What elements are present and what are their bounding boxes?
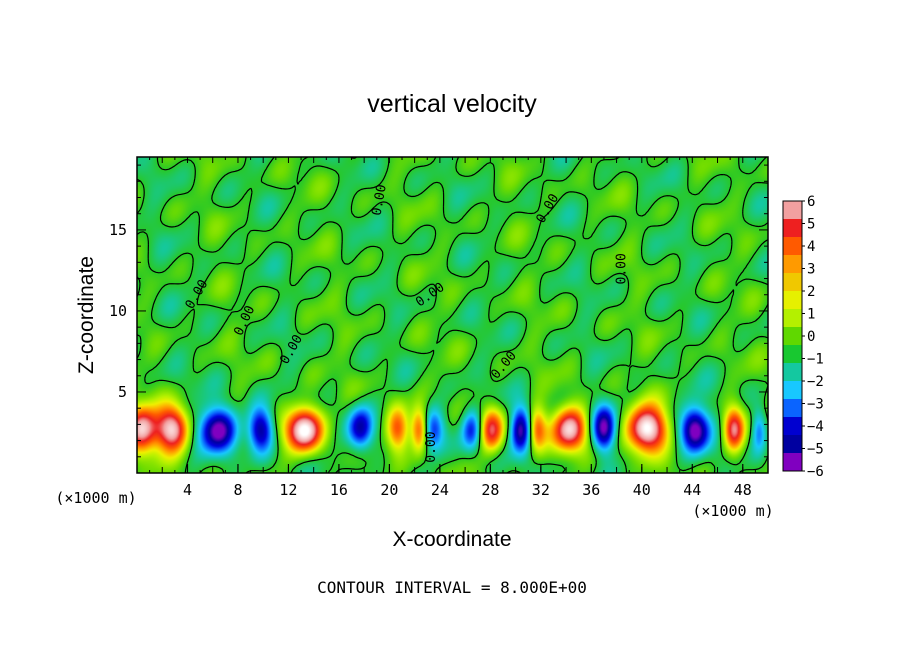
contour-path <box>136 156 769 474</box>
x-tick-label: 28 <box>481 481 499 499</box>
colorbar-segment <box>783 327 802 346</box>
x-axis-label: X-coordinate <box>392 528 511 551</box>
colorbar-tick-label: 6 <box>807 194 815 210</box>
y-axis-label: Z-coordinate <box>75 256 98 374</box>
colorbar-segment <box>783 201 802 220</box>
contour-label: 0.00 <box>424 431 439 462</box>
x-axis: 4 8 12 16 20 24 28 32 36 40 44 48 <box>149 157 756 499</box>
y-tick-label: 10 <box>109 302 127 320</box>
colorbar-segment <box>783 237 802 256</box>
colorbar-tick-label: 3 <box>807 262 815 278</box>
colorbar-tick-label: −2 <box>807 374 824 390</box>
x-unit-label-right: (×1000 m) <box>692 502 773 520</box>
colorbar-segment <box>783 345 802 364</box>
y-axis: 5 10 15 <box>109 164 768 458</box>
colorbar-tick-label: 2 <box>807 284 815 300</box>
colorbar-tick-label: 4 <box>807 239 815 255</box>
y-tick-label: 5 <box>118 383 127 401</box>
x-tick-label: 44 <box>683 481 701 499</box>
colorbar-segment <box>783 255 802 274</box>
colorbar-tick-label: −5 <box>807 442 824 458</box>
colorbar-segment <box>783 417 802 436</box>
colorbar-segment <box>783 273 802 292</box>
colorbar-tick-label: 5 <box>807 217 815 233</box>
x-tick-label: 24 <box>431 481 449 499</box>
colorbar-tick-label: 0 <box>807 329 815 345</box>
contour-label: 0.00 <box>370 183 390 216</box>
x-tick-label: 20 <box>380 481 398 499</box>
colorbar-segment <box>783 363 802 382</box>
colorbar-segment <box>783 381 802 400</box>
colorbar-segment <box>783 435 802 454</box>
colorbar-segment <box>783 219 802 238</box>
x-tick-label: 36 <box>582 481 600 499</box>
colorbar-segment <box>783 309 802 328</box>
chart-title: vertical velocity <box>367 90 537 118</box>
contour-label: 0.00 <box>614 253 629 284</box>
colorbar: 6 5 4 3 2 1 0 −1 −2 −3 −4 −5 −6 <box>782 194 824 480</box>
plot-area: 0.000.000.000.000.000.000.000.000.00 <box>136 156 769 474</box>
x-tick-label: 4 <box>183 481 192 499</box>
colorbar-segment <box>783 291 802 310</box>
contour-interval-note: CONTOUR INTERVAL = 8.000E+00 <box>317 578 587 597</box>
colorbar-tick-label: 1 <box>807 307 815 323</box>
x-tick-label: 40 <box>633 481 651 499</box>
colorbar-tick-label: −6 <box>807 464 824 480</box>
colorbar-segment <box>783 399 802 418</box>
x-tick-label: 12 <box>279 481 297 499</box>
colorbar-tick-label: −4 <box>807 419 824 435</box>
x-tick-label: 48 <box>734 481 752 499</box>
x-unit-label-left: (×1000 m) <box>55 489 136 507</box>
y-tick-label: 15 <box>109 221 127 239</box>
colorbar-segment <box>783 453 802 472</box>
x-tick-label: 32 <box>532 481 550 499</box>
x-tick-label: 8 <box>233 481 242 499</box>
x-tick-label: 16 <box>330 481 348 499</box>
colorbar-tick-label: −1 <box>807 352 824 368</box>
colorbar-tick-label: −3 <box>807 397 824 413</box>
zero-contour-lines <box>136 156 769 474</box>
